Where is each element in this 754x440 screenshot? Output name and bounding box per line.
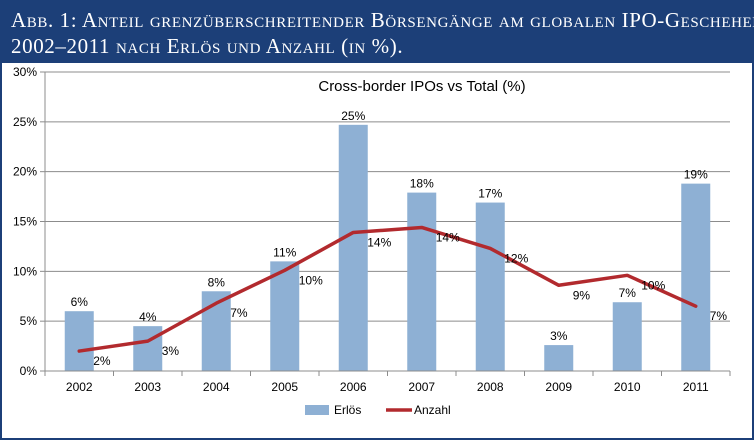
line-value-label: 10% [299,273,323,287]
bar-value-label: 4% [139,310,157,324]
bar-value-label: 7% [619,286,637,300]
figure-header: Abb. 1: Anteil grenzüberschreitender Bör… [2,2,754,63]
line-value-label: 12% [504,251,528,265]
x-tick-label: 2002 [66,380,93,394]
y-tick-label: 5% [20,314,38,328]
bar [544,345,574,371]
chart-title: Cross-border IPOs vs Total (%) [318,78,525,95]
figure-title-line-1: Abb. 1: Anteil grenzüberschreitender Bör… [11,8,754,32]
x-tick-label: 2011 [683,380,709,394]
line-value-label: 14% [436,230,460,244]
bar [133,326,163,371]
gridlines [45,71,730,322]
y-tick-label: 25% [13,115,37,129]
bar [612,302,642,371]
y-tick-label: 20% [13,165,37,179]
chart-legend: Erlös Anzahl [305,403,451,417]
bar-series-erloes [64,124,711,371]
x-tick-label: 2003 [134,380,161,394]
bar-value-label: 19% [684,168,708,182]
bar-value-label: 18% [410,177,434,191]
x-tick-label: 2009 [545,380,572,394]
line-value-label: 7% [230,306,248,320]
legend-label-erloes: Erlös [334,403,361,417]
line-value-label: 14% [367,235,391,249]
axes: 0% 5% 10% 15% 20% 25% 30% 2002 2003 2004 2005 2006 2… [13,65,731,394]
line-value-label: 7% [710,309,728,323]
x-tick-label: 2007 [408,380,435,394]
bar-value-label: 8% [208,275,226,289]
chart-area: 0% 5% 10% 15% 20% 25% 30% 2002 2003 2004 2005 2006 2… [13,65,731,417]
legend-label-anzahl: Anzahl [414,403,451,417]
y-tick-label: 15% [13,215,37,229]
line-value-label: 9% [573,288,591,302]
bar-value-label: 11% [273,245,296,259]
x-tick-label: 2008 [477,380,504,394]
bar [338,124,368,371]
x-tick-label: 2005 [271,380,298,394]
y-tick-label: 10% [13,264,37,278]
y-tick-label: 30% [13,65,37,79]
figure-title-line-2: 2002–2011 nach Erlös und Anzahl (in %). [11,34,404,58]
bar [64,311,94,371]
x-tick-label: 2010 [614,380,641,394]
x-tick-label: 2004 [203,380,230,394]
y-tick-label: 0% [20,364,38,378]
legend-swatch-erloes [305,405,329,415]
bar [681,183,711,371]
data-labels: 6% 4% 8% 11% 25% 18% 17% 3% 7% 19% 2% 3% 7% 10% 14% 14%… [71,109,728,368]
bar [407,192,437,371]
bar-value-label: 17% [478,187,502,201]
line-path [77,225,698,353]
bar-value-label: 3% [550,329,568,343]
line-value-label: 2% [93,354,111,368]
line-value-label: 10% [641,278,665,292]
line-value-label: 3% [162,344,180,358]
bar [475,202,505,371]
line-series-anzahl [77,225,698,353]
bar [270,261,300,371]
bar-value-label: 6% [71,295,89,309]
x-tick-label: 2006 [340,380,367,394]
bar-value-label: 25% [341,109,365,123]
